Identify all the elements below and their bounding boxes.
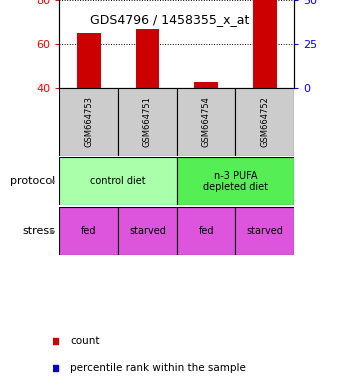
Text: protocol: protocol bbox=[10, 176, 55, 187]
Text: stress: stress bbox=[22, 226, 55, 237]
Text: GSM664751: GSM664751 bbox=[143, 96, 152, 147]
Bar bbox=[177, 88, 235, 156]
Text: count: count bbox=[70, 336, 100, 346]
Bar bbox=[77, 33, 101, 88]
Bar bbox=[177, 207, 235, 255]
Bar bbox=[235, 207, 294, 255]
Text: GSM664752: GSM664752 bbox=[260, 96, 269, 147]
Text: GDS4796 / 1458355_x_at: GDS4796 / 1458355_x_at bbox=[90, 13, 250, 26]
Bar bbox=[59, 207, 118, 255]
Bar bbox=[136, 29, 159, 88]
Text: n-3 PUFA
depleted diet: n-3 PUFA depleted diet bbox=[203, 170, 268, 192]
Text: control diet: control diet bbox=[90, 176, 146, 187]
Text: percentile rank within the sample: percentile rank within the sample bbox=[70, 363, 246, 373]
Text: starved: starved bbox=[129, 226, 166, 237]
Bar bbox=[194, 82, 218, 88]
Bar bbox=[118, 207, 177, 255]
Text: fed: fed bbox=[81, 226, 97, 237]
Bar bbox=[59, 157, 177, 205]
Bar bbox=[177, 157, 294, 205]
Bar bbox=[235, 88, 294, 156]
Bar bbox=[118, 88, 177, 156]
Bar bbox=[253, 0, 276, 88]
Text: starved: starved bbox=[246, 226, 283, 237]
Bar bbox=[59, 88, 118, 156]
Text: GSM664753: GSM664753 bbox=[84, 96, 93, 147]
Text: GSM664754: GSM664754 bbox=[202, 96, 210, 147]
Text: fed: fed bbox=[198, 226, 214, 237]
